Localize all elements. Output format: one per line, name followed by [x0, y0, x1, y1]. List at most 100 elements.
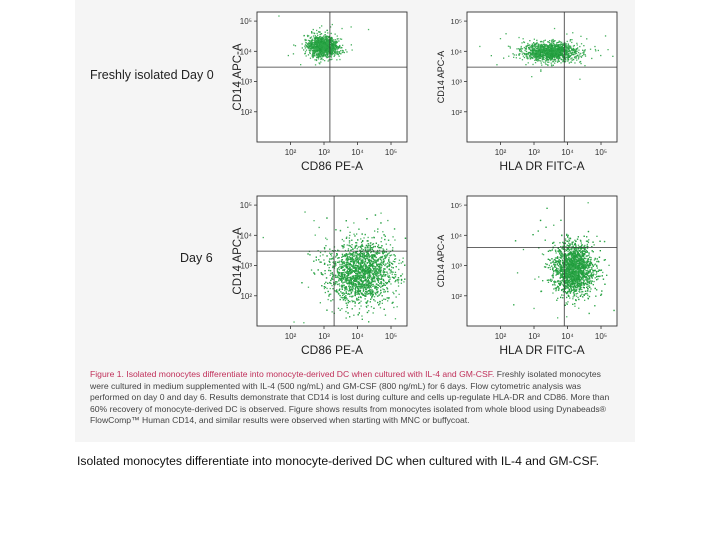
data-point: [316, 48, 318, 50]
data-point: [538, 53, 540, 55]
data-point: [395, 296, 397, 298]
data-point: [358, 308, 361, 310]
data-point: [330, 56, 333, 58]
data-point: [329, 41, 331, 43]
data-point: [373, 276, 375, 278]
data-point: [349, 269, 352, 272]
data-point: [366, 272, 368, 274]
data-point: [529, 55, 531, 58]
data-point: [325, 36, 327, 38]
data-point: [320, 42, 322, 44]
data-point: [541, 47, 544, 49]
data-point: [319, 44, 321, 46]
data-point: [311, 45, 313, 47]
data-point: [551, 48, 553, 50]
data-point: [348, 256, 350, 258]
data-point: [361, 283, 363, 285]
data-point: [561, 52, 563, 54]
data-point: [349, 263, 351, 266]
data-point: [359, 251, 362, 253]
data-point: [404, 237, 407, 239]
data-point: [362, 261, 365, 263]
data-point: [351, 288, 354, 290]
data-point: [352, 284, 354, 286]
data-point: [336, 275, 339, 277]
data-point: [330, 255, 333, 257]
data-point: [539, 51, 541, 53]
data-point: [555, 50, 557, 52]
data-point: [584, 49, 586, 51]
data-point: [380, 241, 382, 243]
data-point: [364, 285, 366, 287]
data-point: [324, 39, 326, 41]
data-point: [505, 33, 507, 35]
data-point: [378, 272, 381, 274]
data-point: [334, 51, 336, 53]
data-point: [389, 254, 391, 257]
data-point: [355, 245, 357, 247]
data-point: [357, 272, 360, 274]
data-point: [357, 291, 359, 293]
data-point: [531, 53, 533, 55]
data-point: [543, 45, 545, 48]
data-point: [562, 49, 564, 51]
data-point: [575, 52, 578, 54]
data-point: [573, 49, 575, 51]
x-tick-label: 10²: [285, 148, 297, 157]
data-point: [324, 34, 326, 36]
data-point: [389, 276, 391, 279]
data-point: [324, 291, 326, 294]
data-point: [333, 55, 335, 57]
data-point: [519, 57, 521, 59]
data-point: [345, 271, 348, 273]
data-point: [334, 49, 336, 52]
data-point: [595, 50, 597, 52]
data-point: [346, 289, 348, 291]
data-point: [366, 249, 369, 251]
data-point: [327, 51, 329, 54]
data-point: [324, 251, 326, 253]
data-point: [577, 58, 580, 60]
data-point: [321, 25, 323, 27]
data-point: [345, 310, 347, 313]
data-point: [542, 52, 544, 55]
data-point: [391, 271, 393, 273]
x-tick-label: 10⁵: [595, 148, 607, 157]
data-point: [331, 44, 333, 47]
data-point: [397, 285, 400, 287]
data-point: [531, 46, 533, 49]
data-point: [328, 55, 330, 57]
data-point: [351, 256, 354, 258]
data-point: [556, 49, 558, 51]
data-point: [369, 249, 371, 251]
data-point: [547, 59, 550, 61]
data-point: [353, 314, 355, 316]
data-point: [315, 43, 317, 46]
data-point: [546, 46, 548, 48]
data-point: [576, 42, 578, 44]
data-point: [329, 252, 331, 254]
data-point: [323, 55, 325, 57]
data-point: [329, 51, 332, 53]
data-point: [364, 284, 366, 286]
data-point: [379, 303, 381, 305]
data-point: [369, 269, 371, 272]
data-point: [319, 39, 321, 41]
data-point: [380, 256, 383, 259]
data-point: [313, 37, 315, 39]
data-point: [532, 48, 535, 50]
data-point: [579, 60, 582, 63]
data-point: [558, 60, 560, 62]
data-points: [479, 27, 614, 80]
data-point: [557, 53, 559, 55]
data-point: [349, 278, 351, 281]
data-point: [561, 47, 563, 49]
data-point: [316, 45, 318, 47]
data-point: [346, 257, 348, 259]
data-point: [345, 281, 347, 283]
data-point: [335, 262, 337, 265]
data-point: [312, 46, 314, 49]
data-point: [355, 252, 357, 254]
data-point: [334, 39, 336, 41]
data-point: [559, 51, 561, 53]
